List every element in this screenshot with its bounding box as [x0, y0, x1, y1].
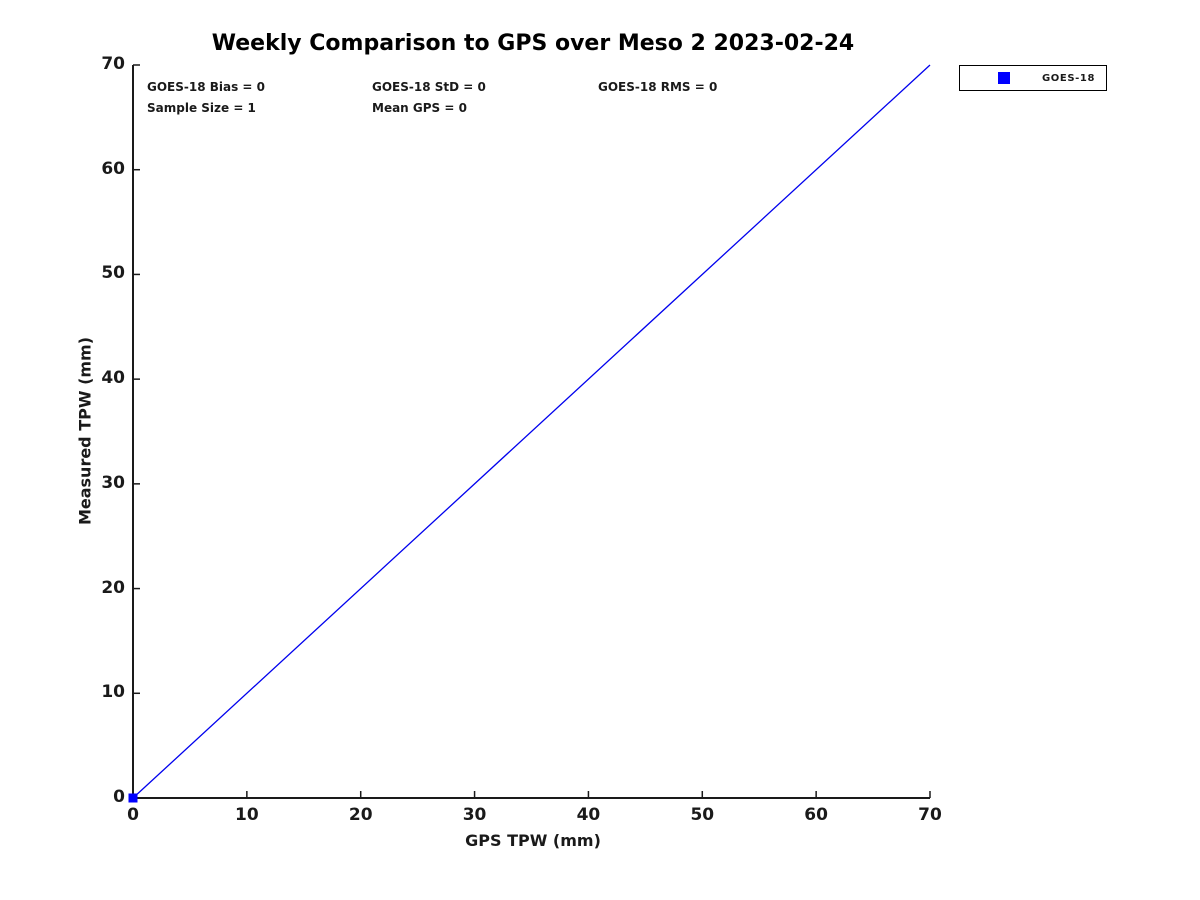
x-axis-title: GPS TPW (mm) [465, 831, 601, 850]
x-tick-label: 20 [348, 805, 373, 825]
x-tick-label: 70 [918, 805, 942, 825]
x-tick-label: 50 [690, 805, 715, 825]
y-tick-label: 20 [101, 577, 125, 598]
y-tick-label: 10 [101, 682, 125, 703]
x-tick-label: 0 [127, 805, 139, 825]
stat-annotation-mean-gps: Mean GPS = 0 [372, 101, 467, 115]
stat-annotation-bias: GOES-18 Bias = 0 [147, 80, 266, 94]
stat-annotation-rms: GOES-18 RMS = 0 [598, 80, 718, 94]
y-tick-label: 40 [101, 368, 125, 389]
identity-line [132, 64, 931, 799]
y-tick-label: 50 [101, 263, 125, 284]
stat-annotation-sample-size: Sample Size = 1 [147, 101, 256, 115]
x-tick-label: 60 [804, 805, 828, 825]
x-tick-label: 30 [462, 805, 487, 825]
x-tick-label: 40 [576, 805, 601, 825]
stat-annotation-std: GOES-18 StD = 0 [372, 80, 486, 94]
legend-square-marker-icon [998, 72, 1010, 84]
y-axis-title: Measured TPW (mm) [75, 336, 95, 526]
y-tick-label: 30 [101, 472, 125, 493]
data-point-marker [128, 793, 138, 803]
x-tick-label: 10 [235, 805, 259, 825]
chart-title: Weekly Comparison to GPS over Meso 2 202… [211, 31, 855, 56]
y-tick-label: 60 [101, 158, 125, 179]
y-tick-label: 70 [101, 54, 125, 74]
y-tick-label: 0 [113, 787, 125, 807]
legend: GOES-18 [959, 65, 1107, 91]
legend-label: GOES-18 [1042, 72, 1096, 84]
